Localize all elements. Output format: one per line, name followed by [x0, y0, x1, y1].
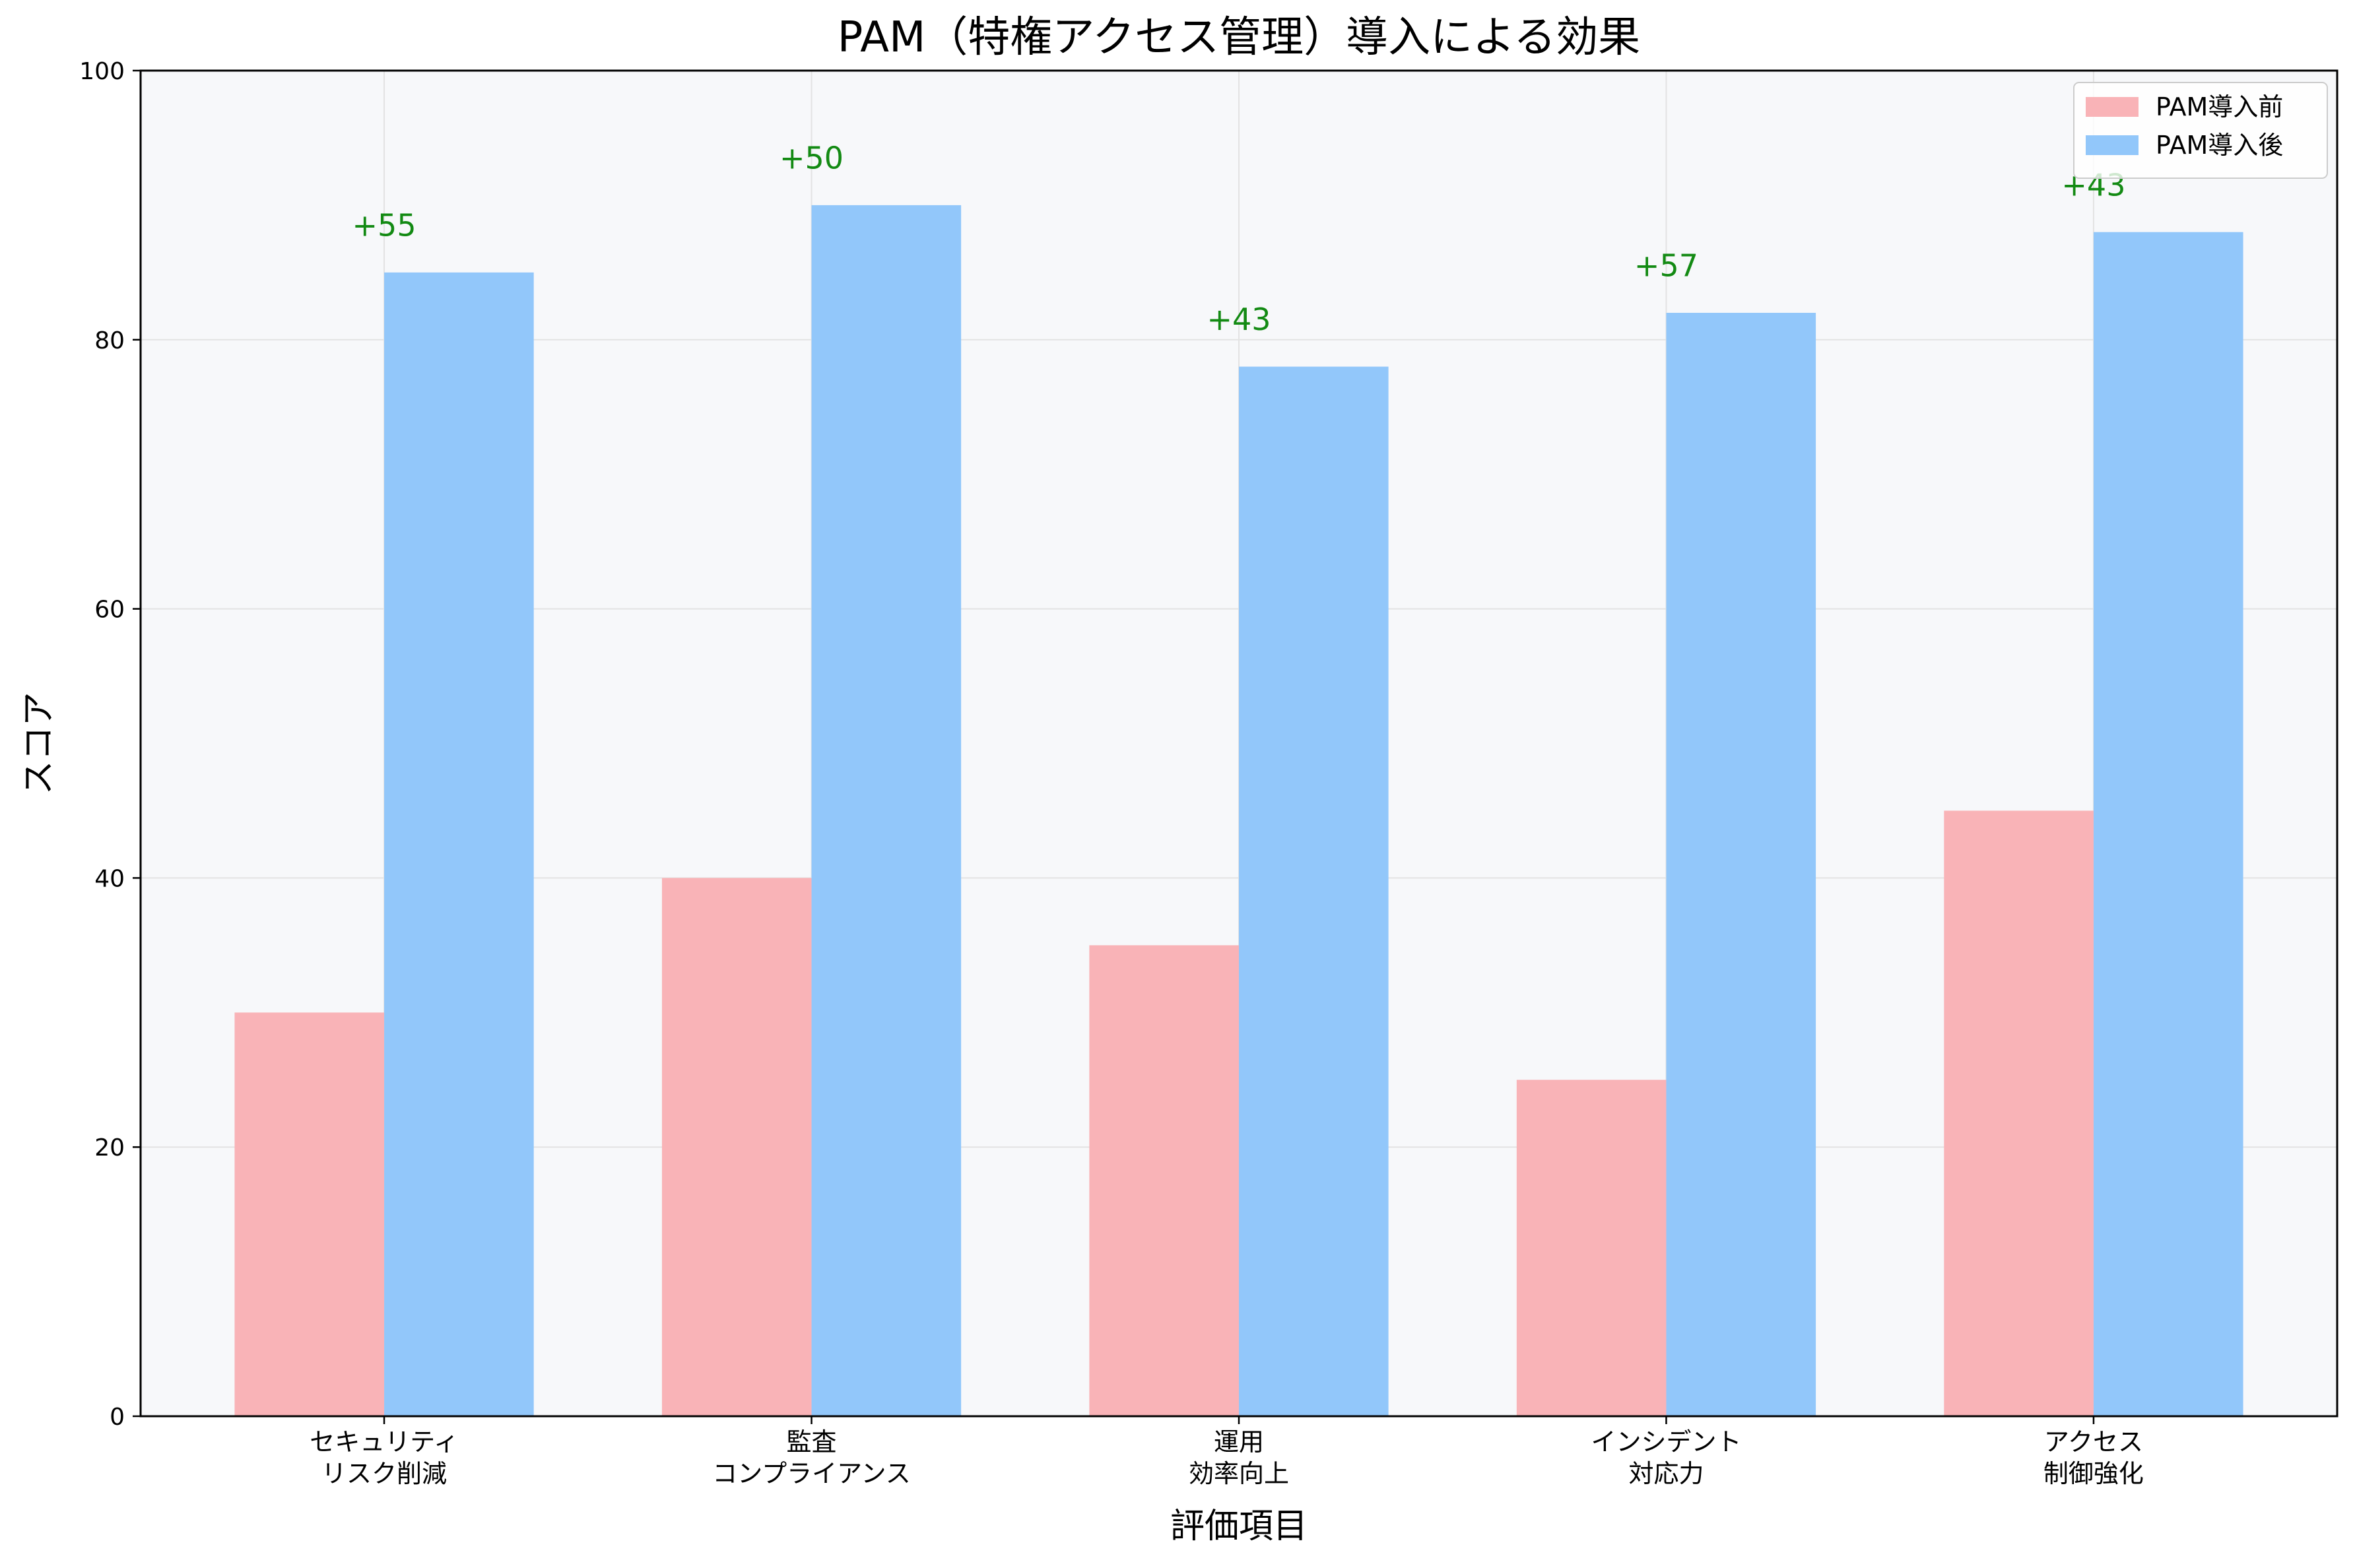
legend-swatch	[2086, 97, 2139, 117]
y-axis-ticks: 0 20 40 60 80 100	[79, 58, 141, 1431]
bar-before	[1944, 810, 2094, 1416]
bars	[234, 205, 2243, 1417]
x-tick-label: リスク削減	[321, 1459, 447, 1488]
x-tick-label: 運用	[1214, 1427, 1264, 1456]
chart-title: PAM（特権アクセス管理）導入による効果	[838, 13, 1640, 62]
x-tick-label: アクセス	[2044, 1427, 2143, 1456]
legend-label: PAM導入後	[2156, 131, 2283, 160]
x-tick-label: コンプライアンス	[712, 1459, 911, 1488]
bar-before	[1089, 945, 1239, 1416]
y-tick-label: 60	[94, 597, 125, 624]
difference-label: +55	[352, 207, 416, 243]
bar-after	[1239, 366, 1389, 1416]
bar-after	[2093, 232, 2243, 1417]
y-tick-label: 20	[94, 1134, 125, 1161]
x-tick-label: 監査	[787, 1427, 837, 1456]
legend-swatch	[2086, 135, 2139, 155]
x-tick-label: インシデント	[1591, 1427, 1741, 1456]
y-axis-label: スコア	[19, 692, 59, 795]
y-tick-label: 0	[110, 1404, 125, 1431]
legend: PAM導入前 PAM導入後	[2073, 82, 2328, 179]
x-tick-label: 効率向上	[1189, 1459, 1289, 1488]
difference-label: +57	[1634, 248, 1698, 284]
x-tick-label: 対応力	[1628, 1459, 1704, 1488]
y-tick-label: 100	[79, 58, 125, 85]
y-tick-label: 40	[94, 865, 125, 892]
bar-before	[1516, 1080, 1667, 1416]
x-tick-label: 制御強化	[2043, 1459, 2144, 1488]
y-tick-label: 80	[94, 327, 125, 354]
bar-after	[1666, 313, 1816, 1416]
difference-label: +50	[779, 141, 844, 176]
bar-after	[384, 272, 534, 1417]
x-tick-label: セキュリティ	[310, 1427, 459, 1456]
bar-before	[661, 878, 812, 1416]
bar-after	[811, 205, 962, 1416]
difference-label: +43	[1207, 302, 1271, 337]
bar-before	[234, 1012, 385, 1416]
x-axis-label: 評価項目	[1170, 1507, 1308, 1546]
legend-label: PAM導入前	[2156, 92, 2283, 121]
